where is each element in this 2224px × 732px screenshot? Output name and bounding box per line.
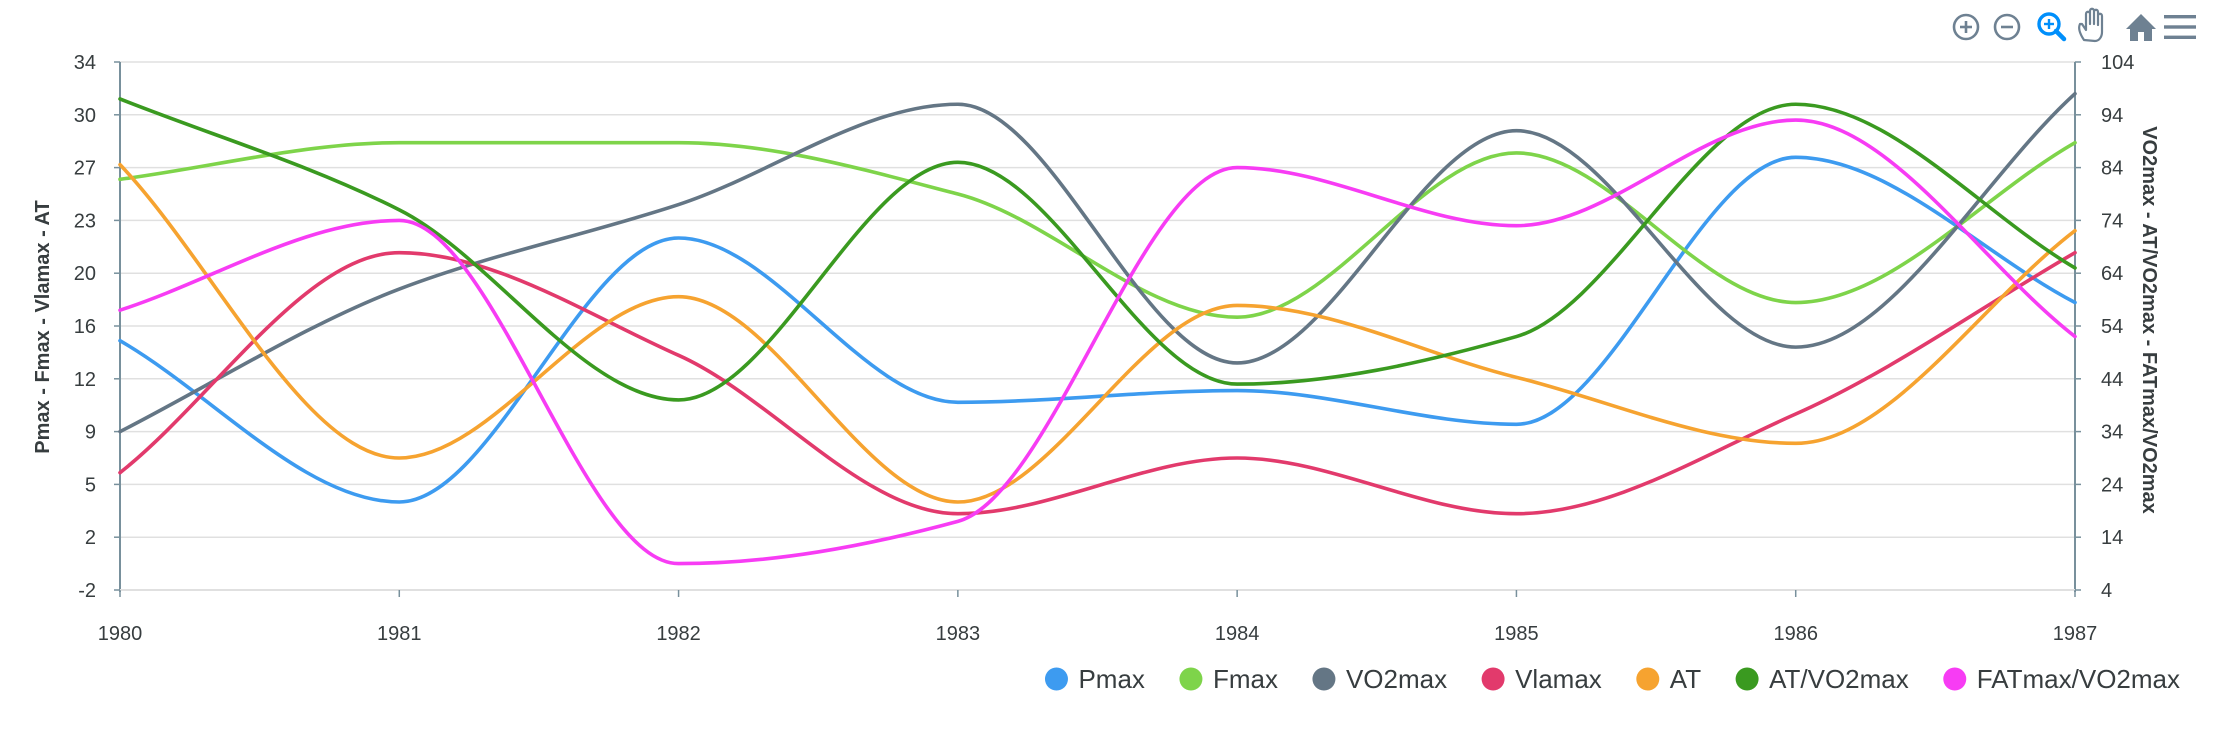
magnifier-icon[interactable]: [2037, 12, 2067, 42]
series-line-fmax: [118, 140, 2077, 319]
legend-item-fmax[interactable]: Fmax: [1179, 664, 1278, 694]
series-line-at-vo2max: [118, 97, 2077, 402]
x-tick-label: 1983: [936, 623, 981, 645]
legend-label: Vlamax: [1515, 664, 1602, 694]
left-tick-label: 2: [85, 527, 96, 549]
series-lines: [118, 91, 2077, 566]
legend-label: FATmax/VO2max: [1977, 664, 2180, 694]
x-tick-label: 1987: [2053, 623, 2098, 645]
hand-icon[interactable]: [2078, 7, 2104, 43]
legend-label: VO2max: [1346, 664, 1447, 694]
left-y-axis-title: Pmax - Fmax - Vlamax - AT: [32, 200, 54, 453]
left-tick-label: 16: [74, 316, 96, 338]
legend-marker: [1179, 667, 1203, 691]
left-tick-label: 23: [74, 210, 96, 232]
right-y-axis-ticks: 104 94 84 74 64 54 44 34 24 14 4: [2075, 52, 2134, 602]
chart-toolbar: [1952, 7, 2196, 43]
left-tick-label: 30: [74, 105, 96, 127]
right-tick-label: 84: [2101, 158, 2123, 180]
legend-item-at[interactable]: AT: [1636, 664, 1701, 694]
right-tick-label: 104: [2101, 52, 2134, 74]
right-tick-label: 54: [2101, 316, 2123, 338]
legend-label: Pmax: [1078, 664, 1144, 694]
x-tick-label: 1982: [656, 623, 701, 645]
right-tick-label: 34: [2101, 422, 2123, 444]
zoom-out-icon[interactable]: [1993, 13, 2021, 41]
menu-icon[interactable]: [2164, 15, 2196, 39]
left-tick-label: 5: [85, 474, 96, 496]
legend-item-vlamax[interactable]: Vlamax: [1481, 664, 1602, 694]
legend-marker: [1943, 667, 1967, 691]
left-y-axis-ticks: 34 30 27 23 20 16 12 9 5 2 -2: [74, 52, 120, 602]
legend-label: Fmax: [1213, 664, 1278, 694]
legend-label: AT: [1670, 664, 1701, 694]
x-axis-ticks: 1980 1981 1982 1983 1984 1985 1986 1987: [98, 590, 2098, 645]
legend-marker: [1312, 667, 1336, 691]
legend-marker: [1735, 667, 1759, 691]
x-tick-label: 1984: [1215, 623, 1260, 645]
x-tick-label: 1985: [1494, 623, 1539, 645]
left-tick-label: -2: [78, 580, 96, 602]
right-tick-label: 44: [2101, 369, 2123, 391]
zoom-in-icon[interactable]: [1952, 13, 1980, 41]
right-tick-label: 94: [2101, 105, 2123, 127]
left-tick-label: 34: [74, 52, 96, 74]
home-icon[interactable]: [2126, 14, 2156, 41]
series-line-at: [118, 162, 2077, 504]
legend-item-fatmax-vo2max[interactable]: FATmax/VO2max: [1943, 664, 2180, 694]
series-line-vo2max: [118, 91, 2077, 434]
x-tick-label: 1981: [377, 623, 422, 645]
series-line-pmax: [118, 155, 2077, 504]
right-y-axis-title: VO2max - AT/VO2max - FATmax/VO2max: [2138, 126, 2160, 514]
legend-marker: [1481, 667, 1505, 691]
legend-label: AT/VO2max: [1769, 664, 1909, 694]
left-tick-label: 12: [74, 369, 96, 391]
legend[interactable]: Pmax Fmax VO2max Vlamax AT AT/VO2max FATmax/VO…: [1044, 664, 2180, 694]
series-line-vlamax: [118, 250, 2077, 516]
right-tick-label: 74: [2101, 210, 2123, 232]
right-tick-label: 64: [2101, 263, 2123, 285]
left-tick-label: 9: [85, 422, 96, 444]
right-tick-label: 24: [2101, 474, 2123, 496]
left-tick-label: 20: [74, 263, 96, 285]
right-tick-label: 4: [2101, 580, 2112, 602]
right-tick-label: 14: [2101, 527, 2123, 549]
legend-marker: [1044, 667, 1068, 691]
axes: [119, 62, 2076, 592]
legend-item-vo2max[interactable]: VO2max: [1312, 664, 1447, 694]
legend-item-at-vo2max[interactable]: AT/VO2max: [1735, 664, 1909, 694]
x-tick-label: 1980: [98, 623, 143, 645]
series-line-fatmax-vo2max: [118, 118, 2077, 566]
legend-marker: [1636, 667, 1660, 691]
x-tick-label: 1986: [1773, 623, 1818, 645]
left-tick-label: 27: [74, 158, 96, 180]
legend-item-pmax[interactable]: Pmax: [1044, 664, 1145, 694]
